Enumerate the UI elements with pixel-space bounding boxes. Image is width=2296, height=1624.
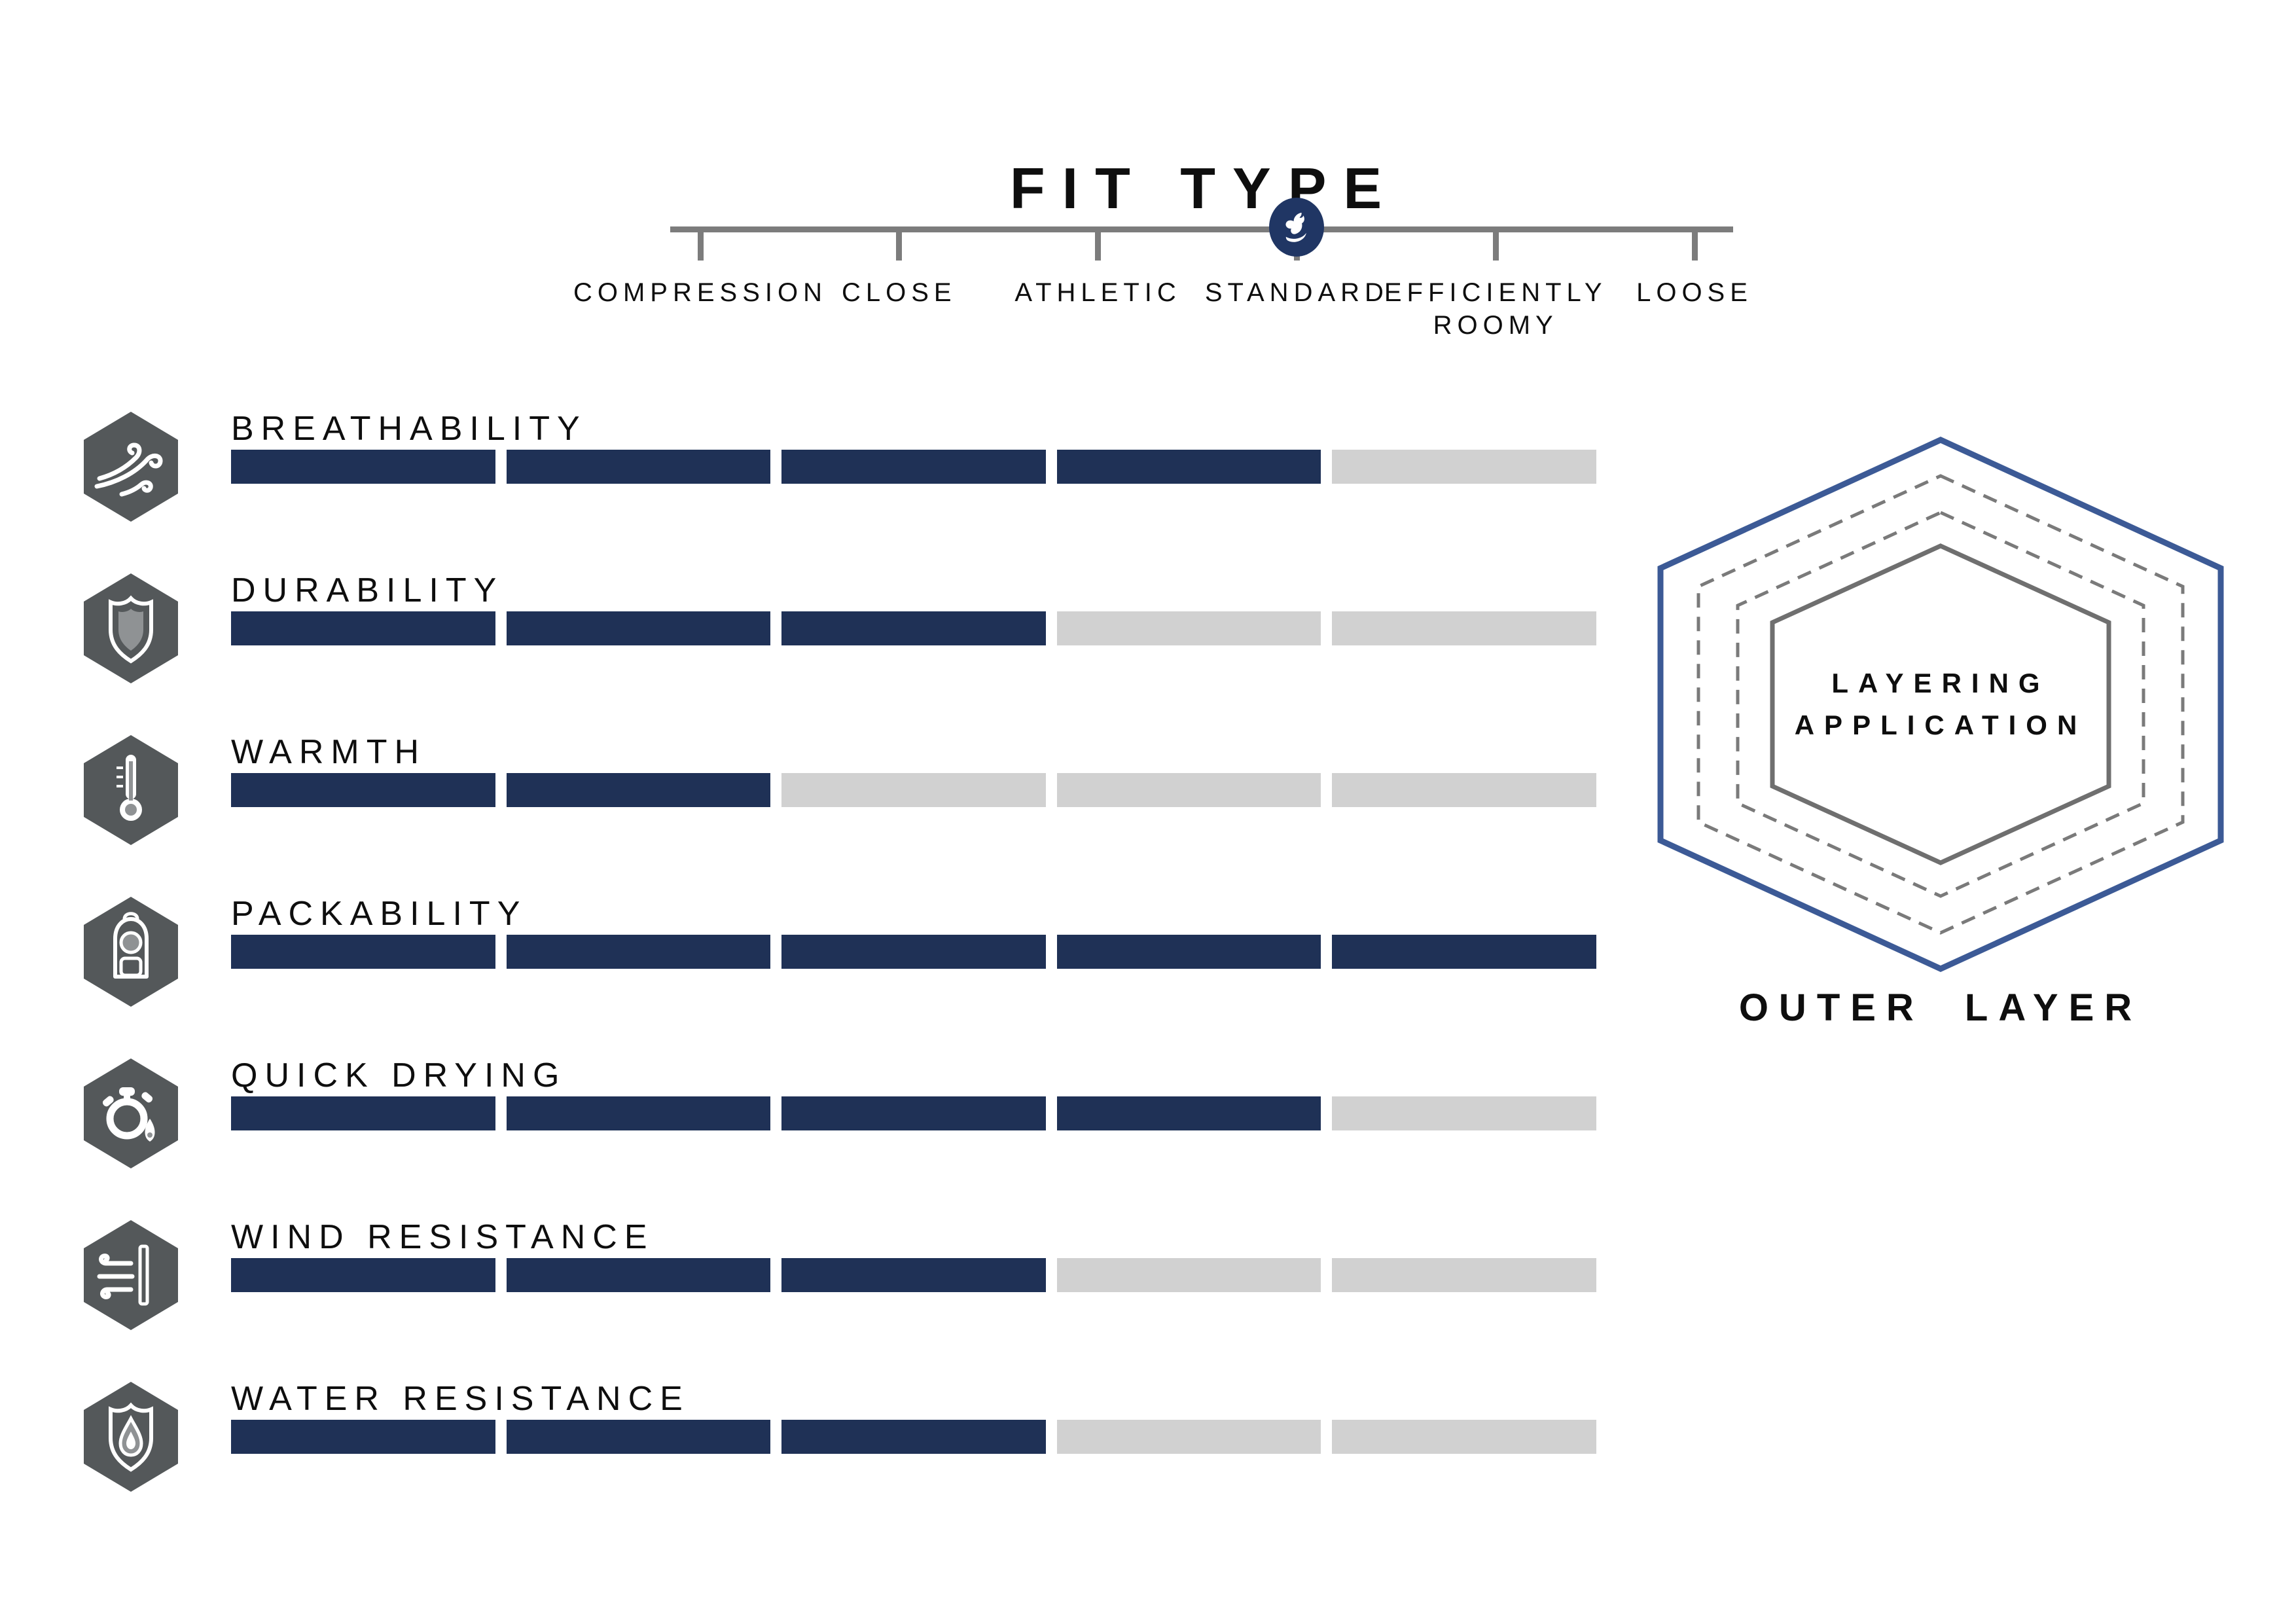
rating-segment-filled: [506, 611, 771, 645]
attribute-row: WARMTH: [0, 701, 2296, 858]
rating-segment-empty: [1056, 611, 1321, 645]
rating-segment-filled: [781, 450, 1046, 484]
fit-selection-marker: [1269, 198, 1325, 257]
rating-segment-empty: [1056, 1258, 1321, 1292]
attribute-row: WATER RESISTANCE: [0, 1348, 2296, 1505]
fit-option-label-line: ROOMY: [1433, 311, 1558, 340]
rating-segment-filled: [506, 1096, 771, 1130]
rating-bar: [231, 611, 1596, 645]
attribute-row: BREATHABILITY: [0, 378, 2296, 535]
rating-segment-filled: [506, 935, 771, 969]
rating-segment-empty: [1056, 773, 1321, 807]
backpack-icon: [84, 897, 178, 1007]
outer-layer-caption: OUTER LAYER: [1738, 986, 2143, 1029]
rating-bar: [231, 1096, 1596, 1130]
fit-scale-tick: [697, 226, 704, 261]
layering-hexagon-diagram: [1657, 437, 2224, 972]
rating-bar: [231, 450, 1596, 484]
rating-bar: [231, 1420, 1596, 1454]
mid-layer-hexagon-dashed: [1696, 474, 2185, 935]
fit-option-close: CLOSE: [842, 276, 957, 309]
rating-segment-filled: [781, 1258, 1046, 1292]
rating-bar: [231, 773, 1596, 807]
hexagon-badge: [84, 412, 178, 522]
fit-option-compression: COMPRESSION: [573, 276, 827, 309]
outer-layer-hexagon: [1657, 437, 2224, 972]
layering-title: LAYERING APPLICATION: [1795, 662, 2087, 746]
rating-segment-filled: [506, 1258, 771, 1292]
attribute-row: DURABILITY: [0, 539, 2296, 696]
attribute-label: PACKABILITY: [231, 895, 528, 933]
hexagon-badge: [84, 1058, 178, 1168]
attribute-label: BREATHABILITY: [231, 410, 587, 448]
fit-option-athletic: ATHLETIC: [1014, 276, 1181, 309]
fit-option-label-line: LOOSE: [1636, 278, 1753, 307]
shield-icon: [84, 573, 178, 683]
fit-option-label-line: CLOSE: [841, 278, 957, 307]
attribute-row: PACKABILITY: [0, 863, 2296, 1020]
rating-segment-empty: [1332, 1258, 1596, 1292]
water-shield-icon: [84, 1382, 178, 1492]
rating-segment-filled: [781, 935, 1046, 969]
rating-segment-filled: [231, 1258, 495, 1292]
rating-segment-filled: [781, 1096, 1046, 1130]
rating-bar: [231, 935, 1596, 969]
rating-segment-filled: [506, 773, 771, 807]
inner-layer-hexagon: [1770, 543, 2111, 865]
fit-type-title: FIT TYPE: [1009, 155, 1399, 221]
attribute-label: WIND RESISTANCE: [231, 1218, 655, 1256]
thermometer-icon: [84, 735, 178, 845]
attribute-row: QUICK DRYING: [0, 1024, 2296, 1182]
base-layer-hexagon-dashed: [1736, 511, 2145, 898]
rating-segment-empty: [1056, 1420, 1321, 1454]
fit-option-label-line: ATHLETIC: [1014, 278, 1181, 307]
rating-segment-filled: [506, 1420, 771, 1454]
attribute-row: WIND RESISTANCE: [0, 1186, 2296, 1343]
rating-segment-filled: [1056, 450, 1321, 484]
rating-segment-empty: [1332, 1096, 1596, 1130]
rating-segment-empty: [1332, 450, 1596, 484]
fit-scale-tick: [1492, 226, 1499, 261]
rating-segment-empty: [1332, 773, 1596, 807]
fit-scale-tick: [896, 226, 903, 261]
rating-segment-filled: [231, 935, 495, 969]
rating-segment-filled: [1056, 935, 1321, 969]
rating-segment-filled: [231, 450, 495, 484]
fit-option-label-line: EFFICIENTLY: [1384, 278, 1607, 307]
rating-segment-filled: [231, 773, 495, 807]
layering-title-line2: APPLICATION: [1794, 710, 2087, 740]
rating-segment-filled: [781, 611, 1046, 645]
rating-segment-filled: [231, 1096, 495, 1130]
rating-segment-empty: [781, 773, 1046, 807]
wind-icon: [84, 412, 178, 522]
brand-bird-icon: [1285, 212, 1307, 242]
fit-option-standard: STANDARD: [1205, 276, 1389, 309]
fit-scale-line: [670, 226, 1733, 232]
fit-option-label-line: STANDARD: [1204, 278, 1389, 307]
rating-segment-filled: [781, 1420, 1046, 1454]
rating-segment-filled: [231, 1420, 495, 1454]
layering-title-line1: LAYERING: [1831, 668, 2050, 698]
rating-segment-empty: [1332, 1420, 1596, 1454]
rating-segment-filled: [1056, 1096, 1321, 1130]
fit-scale-tick: [1095, 226, 1102, 261]
rating-segment-filled: [1332, 935, 1596, 969]
rating-segment-filled: [506, 450, 771, 484]
rating-bar: [231, 1258, 1596, 1292]
fit-option-loose: LOOSE: [1636, 276, 1753, 309]
attribute-label: DURABILITY: [231, 571, 504, 609]
attribute-label: WATER RESISTANCE: [231, 1380, 690, 1418]
fit-option-efficiently-roomy: EFFICIENTLY ROOMY: [1384, 276, 1607, 342]
rating-segment-filled: [231, 611, 495, 645]
rating-segment-empty: [1332, 611, 1596, 645]
attribute-label: QUICK DRYING: [231, 1056, 567, 1094]
attribute-label: WARMTH: [231, 733, 427, 771]
wind-pole-icon: [84, 1220, 178, 1330]
stopwatch-icon: [84, 1058, 178, 1168]
fit-scale-tick: [1691, 226, 1698, 261]
fit-option-label-line: COMPRESSION: [573, 278, 828, 307]
